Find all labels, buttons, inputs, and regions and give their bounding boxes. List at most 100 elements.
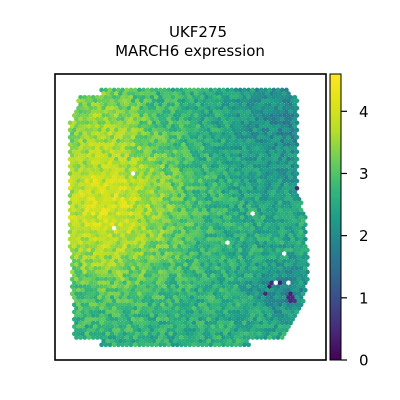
expression-spot <box>132 145 138 151</box>
expression-spot <box>288 291 293 297</box>
expression-spot <box>120 131 125 137</box>
expression-spot <box>254 109 260 115</box>
expression-spot <box>118 338 123 344</box>
expression-spot <box>160 338 165 344</box>
expression-spot <box>239 251 245 257</box>
expression-spot <box>120 160 125 166</box>
expression-spot <box>237 153 243 158</box>
expression-spot <box>124 87 130 93</box>
expression-spot <box>235 200 241 206</box>
expression-spot <box>166 204 172 209</box>
expression-spot <box>214 164 220 169</box>
expression-spot <box>183 153 188 158</box>
expression-spot <box>172 273 178 278</box>
expression-spot <box>76 134 81 140</box>
expression-spot <box>210 171 216 177</box>
expression-spot <box>239 258 245 264</box>
expression-spot <box>181 316 186 322</box>
expression-spot <box>78 116 83 122</box>
expression-spot <box>139 120 144 126</box>
expression-spot <box>120 276 125 282</box>
expression-spot <box>120 306 125 311</box>
expression-spot <box>153 306 159 311</box>
expression-spot <box>273 207 279 213</box>
expression-spot <box>111 160 117 166</box>
expression-spot <box>71 236 77 242</box>
expression-spot <box>168 185 174 191</box>
expression-spot <box>168 120 174 126</box>
expression-spot <box>168 229 174 235</box>
expression-spot <box>147 120 153 126</box>
expression-spot <box>254 247 260 253</box>
expression-spot <box>145 306 151 311</box>
expression-spot <box>137 160 142 166</box>
expression-spot <box>130 215 136 220</box>
expression-spot <box>206 338 212 344</box>
expression-spot <box>179 160 184 166</box>
expression-spot <box>172 200 178 206</box>
expression-spot <box>267 153 272 158</box>
expression-spot <box>258 276 264 282</box>
expression-spot <box>229 175 235 180</box>
expression-spot <box>221 182 226 187</box>
expression-spot <box>153 138 159 144</box>
expression-spot <box>225 153 230 158</box>
expression-spot <box>179 247 184 253</box>
expression-spot <box>162 276 167 282</box>
expression-spot <box>92 266 98 271</box>
expression-spot <box>126 338 132 344</box>
expression-spot <box>290 266 296 271</box>
expression-spot <box>271 153 277 158</box>
expression-spot <box>258 109 264 115</box>
expression-spot <box>275 211 281 217</box>
expression-spot <box>92 280 98 286</box>
expression-spot <box>284 196 289 202</box>
expression-spot <box>118 105 123 111</box>
expression-spot <box>218 287 224 293</box>
expression-spot <box>111 327 117 333</box>
expression-spot <box>124 94 130 100</box>
expression-spot <box>105 127 111 133</box>
expression-spot <box>288 153 293 158</box>
expression-spot <box>143 134 149 140</box>
expression-spot <box>286 105 291 111</box>
expression-spot <box>235 331 241 337</box>
expression-spot <box>189 193 195 198</box>
expression-spot <box>86 306 92 311</box>
expression-spot <box>134 127 140 133</box>
expression-spot <box>227 185 233 191</box>
expression-spot <box>252 142 258 147</box>
expression-spot <box>210 273 216 278</box>
expression-spot <box>130 134 136 140</box>
expression-spot <box>227 280 233 286</box>
expression-spot <box>172 156 178 162</box>
expression-spot <box>258 240 264 246</box>
expression-spot <box>271 116 277 122</box>
expression-spot <box>109 185 115 191</box>
expression-spot <box>137 87 142 93</box>
expression-spot <box>166 233 172 238</box>
expression-spot <box>170 233 176 238</box>
expression-spot <box>212 87 218 93</box>
expression-spot <box>145 175 151 180</box>
expression-spot <box>286 222 291 228</box>
expression-spot <box>290 236 296 242</box>
expression-spot <box>256 229 262 235</box>
expression-spot <box>233 320 239 326</box>
expression-spot <box>191 269 197 275</box>
expression-spot <box>86 204 92 209</box>
expression-spot <box>183 225 188 231</box>
expression-spot <box>223 113 228 118</box>
expression-spot <box>260 258 266 264</box>
expression-spot <box>158 262 163 268</box>
expression-spot <box>147 338 153 344</box>
expression-spot <box>122 193 128 198</box>
expression-spot <box>265 215 270 220</box>
expression-spot <box>111 182 117 187</box>
expression-spot <box>92 164 98 169</box>
expression-spot <box>294 120 300 126</box>
expression-spot <box>187 182 193 187</box>
expression-spot <box>250 167 256 173</box>
expression-spot <box>78 225 83 231</box>
expression-spot <box>292 153 298 158</box>
